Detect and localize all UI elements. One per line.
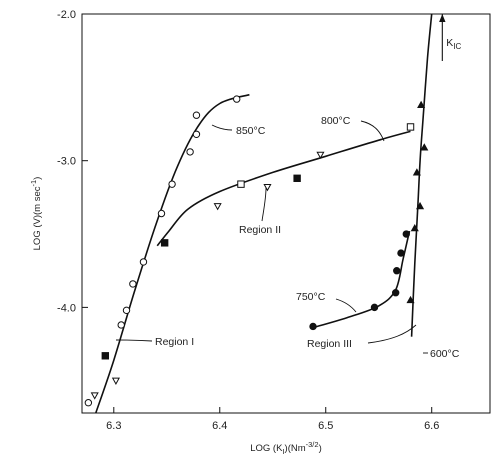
annotation-leader [261,187,267,222]
data-point-circle-open [122,306,131,315]
y-axis-title: LOG (V)(m sec-1) [29,177,43,251]
data-point-triangle-open [316,151,325,160]
data-point-circle-open [168,180,176,188]
y-tick-label: -4.0 [57,302,76,314]
data-point-circle-open [157,209,166,218]
data-point-circle-filled [391,289,400,297]
data-point-circle-filled [309,322,317,331]
annotation-label: 750°C [296,291,326,303]
data-point-triangle-filled [420,143,429,151]
y-tick-label: -2.0 [57,9,76,21]
data-point-triangle-filled [417,100,426,109]
annotation-leader [360,120,385,142]
annotation-leader [115,339,153,342]
data-point-triangle-filled [416,201,425,210]
data-point-circle-open [186,148,194,156]
plot-frame [81,13,491,414]
annotation-label: 800°C [321,115,351,127]
data-point-circle-filled [393,267,401,275]
data-point-circle-open [117,321,125,329]
x-tick-label: 6.3 [106,420,121,432]
data-point-circle-open [84,399,93,407]
data-point-square-filled [160,239,169,247]
data-point-triangle-filled [410,223,419,232]
data-point-square-filled [293,174,301,182]
data-point-circle-open [233,95,241,103]
data-point-triangle-open [213,203,222,211]
annotation-label: 600°C [430,348,460,360]
data-point-circle-filled [397,249,405,257]
annotation-leader [211,124,233,131]
data-point-circle-open [139,258,148,266]
curve-series-0 [95,93,250,414]
x-tick-label: 6.5 [318,420,333,432]
y-tick-label: -3.0 [57,156,76,168]
data-point-circle-open [192,111,201,119]
x-tick-label: 6.4 [212,420,227,432]
annotation-leader [335,298,357,313]
kic-arrow [439,14,446,22]
data-point-square-filled [101,352,110,360]
curve-series-1 [156,130,411,247]
data-point-triangle-open [90,392,99,400]
annotation-label: Region III [307,338,352,350]
annotation-label: 850°C [236,125,266,137]
data-point-circle-filled [370,303,379,312]
x-tick-label: 6.6 [424,420,439,432]
data-point-square-open [406,123,415,131]
curve-series-4 [311,230,411,329]
data-point-triangle-open [111,377,120,385]
data-point-circle-open [192,130,201,138]
data-point-triangle-filled [406,295,415,304]
annotation-leader [367,324,417,344]
data-point-circle-filled [402,230,410,238]
curve-series-5 [410,13,433,337]
data-point-triangle-open [263,184,272,192]
annotation-label: Region II [239,224,281,236]
x-axis-title: LOG (KI)(Nm-3/2) [250,440,322,456]
data-point-square-open [237,180,245,188]
annotation-label: Region I [155,336,194,348]
kic-label: KIC [446,37,461,51]
data-point-triangle-filled [412,168,421,176]
data-point-circle-open [129,280,137,288]
